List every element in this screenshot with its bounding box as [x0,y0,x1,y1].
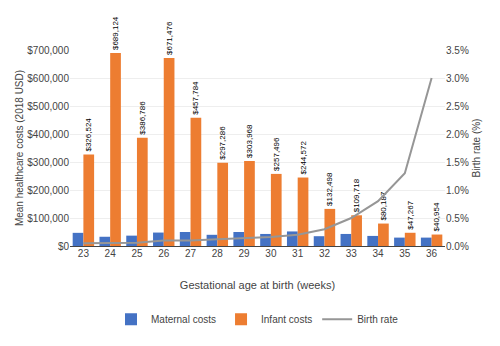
svg-text:$300,000: $300,000 [27,157,69,168]
svg-text:$689,124: $689,124 [111,16,120,50]
svg-text:36: 36 [426,248,438,259]
svg-text:Birth rate: Birth rate [357,314,398,325]
svg-text:Gestational age at birth (week: Gestational age at birth (weeks) [180,279,335,291]
svg-text:35: 35 [399,248,411,259]
svg-text:$400,000: $400,000 [27,129,69,140]
svg-text:1.0%: 1.0% [446,185,469,196]
svg-text:$200,000: $200,000 [27,185,69,196]
svg-text:Infant costs: Infant costs [261,314,312,325]
svg-text:$109,718: $109,718 [352,178,361,212]
svg-text:2.5%: 2.5% [446,101,469,112]
svg-text:26: 26 [158,248,170,259]
svg-text:30: 30 [265,248,277,259]
svg-text:3.5%: 3.5% [446,45,469,56]
svg-text:$671,476: $671,476 [165,21,174,55]
svg-text:1.5%: 1.5% [446,157,469,168]
svg-text:$80,187: $80,187 [379,191,388,220]
svg-text:$244,572: $244,572 [299,141,308,175]
svg-text:$600,000: $600,000 [27,73,69,84]
svg-text:25: 25 [131,248,143,259]
svg-text:3.0%: 3.0% [446,73,469,84]
svg-text:$100,000: $100,000 [27,213,69,224]
svg-text:34: 34 [372,248,384,259]
svg-text:$500,000: $500,000 [27,101,69,112]
svg-text:Maternal costs: Maternal costs [151,314,216,325]
svg-text:31: 31 [292,248,304,259]
svg-text:$47,267: $47,267 [406,200,415,229]
svg-text:33: 33 [346,248,358,259]
svg-text:0.5%: 0.5% [446,213,469,224]
svg-text:29: 29 [239,248,251,259]
svg-text:28: 28 [212,248,224,259]
svg-text:24: 24 [105,248,117,259]
svg-text:23: 23 [78,248,90,259]
svg-text:0.0%: 0.0% [446,241,469,252]
svg-text:$326,524: $326,524 [84,118,93,152]
svg-text:$457,784: $457,784 [191,81,200,115]
svg-text:32: 32 [319,248,331,259]
svg-text:27: 27 [185,248,197,259]
svg-text:2.0%: 2.0% [446,129,469,140]
svg-text:$40,954: $40,954 [432,202,441,231]
svg-text:$0: $0 [58,241,70,252]
svg-text:$257,496: $257,496 [272,137,281,171]
svg-text:$386,786: $386,786 [138,101,147,135]
svg-text:$297,286: $297,286 [218,126,227,160]
svg-text:$700,000: $700,000 [27,45,69,56]
svg-text:$303,968: $303,968 [245,124,254,158]
svg-text:Mean healthcare costs (2018 US: Mean healthcare costs (2018 USD) [14,70,25,226]
svg-text:$132,498: $132,498 [325,172,334,206]
svg-text:Birth rate (%): Birth rate (%) [471,119,482,178]
